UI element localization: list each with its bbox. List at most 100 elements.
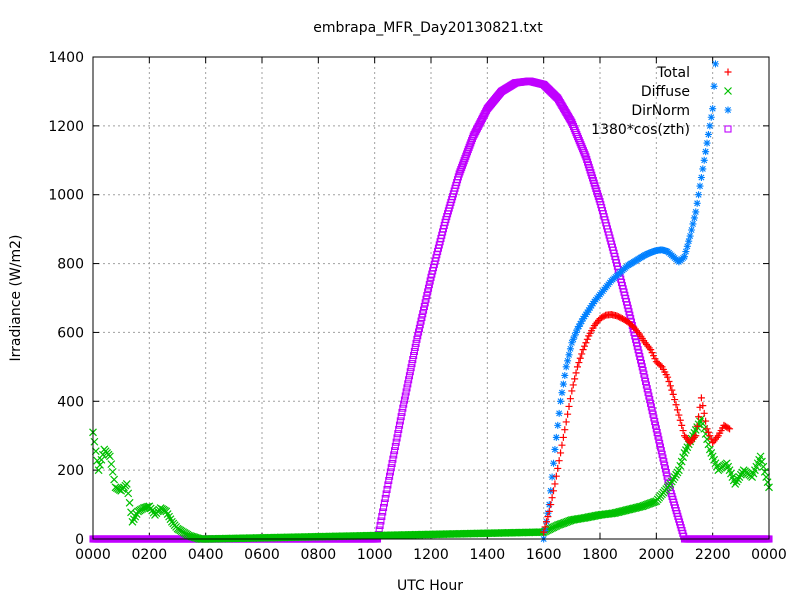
data-point bbox=[686, 232, 694, 240]
data-point bbox=[651, 421, 660, 429]
data-point bbox=[463, 150, 471, 158]
data-point bbox=[97, 455, 106, 464]
data-point bbox=[659, 454, 667, 462]
data-point bbox=[634, 328, 642, 336]
data-point bbox=[395, 421, 404, 429]
data-point bbox=[555, 409, 563, 417]
data-point bbox=[661, 465, 669, 473]
data-point bbox=[397, 413, 405, 421]
data-point bbox=[559, 380, 567, 388]
data-point bbox=[381, 494, 389, 503]
data-point bbox=[575, 359, 583, 367]
data-point bbox=[399, 404, 407, 412]
data-point bbox=[458, 161, 467, 169]
data-point bbox=[710, 82, 718, 90]
data-point bbox=[110, 475, 119, 484]
data-point bbox=[693, 422, 701, 430]
data-point bbox=[639, 366, 647, 375]
data-point bbox=[641, 251, 649, 259]
x-tick-label: 0800 bbox=[301, 547, 337, 563]
data-point bbox=[562, 418, 570, 426]
data-point bbox=[695, 413, 703, 421]
data-point bbox=[709, 105, 717, 113]
data-point bbox=[404, 380, 412, 388]
data-point bbox=[704, 130, 712, 138]
y-tick-label: 400 bbox=[57, 394, 84, 410]
x-tick-label: 2200 bbox=[695, 547, 731, 563]
legend-marker bbox=[724, 125, 732, 133]
data-point bbox=[379, 503, 388, 512]
data-point bbox=[677, 457, 686, 466]
legend-label: Diffuse bbox=[641, 84, 690, 100]
data-point bbox=[643, 385, 651, 393]
data-point bbox=[695, 191, 703, 199]
data-point bbox=[107, 460, 116, 469]
data-point bbox=[673, 468, 682, 477]
data-point bbox=[664, 373, 672, 381]
data-point bbox=[640, 370, 648, 378]
data-point bbox=[697, 174, 705, 181]
data-point bbox=[139, 504, 148, 512]
y-tick-label: 0 bbox=[75, 532, 84, 548]
data-point bbox=[388, 459, 396, 468]
data-point bbox=[122, 479, 131, 488]
data-point bbox=[654, 432, 662, 440]
data-point bbox=[407, 364, 415, 372]
data-point bbox=[647, 403, 655, 411]
data-point bbox=[758, 457, 766, 466]
data-point bbox=[648, 349, 656, 357]
data-point bbox=[387, 464, 395, 472]
data-point bbox=[550, 487, 558, 495]
data-point bbox=[565, 402, 573, 410]
data-point bbox=[386, 468, 394, 476]
data-point bbox=[572, 369, 580, 377]
data-point bbox=[679, 427, 687, 435]
series-dirnorm bbox=[540, 60, 719, 543]
data-point bbox=[690, 214, 698, 222]
data-point bbox=[125, 498, 134, 507]
data-point bbox=[561, 371, 569, 379]
x-tick-label: 2000 bbox=[639, 547, 675, 563]
data-point bbox=[657, 447, 665, 455]
y-axis-title: Irradiance (W/m2) bbox=[8, 235, 24, 362]
data-point bbox=[558, 441, 566, 449]
data-point bbox=[395, 425, 403, 433]
data-point bbox=[642, 381, 650, 389]
data-point bbox=[124, 489, 133, 498]
data-point bbox=[665, 377, 673, 385]
data-point bbox=[689, 220, 697, 228]
data-point bbox=[379, 508, 387, 516]
data-point bbox=[564, 357, 572, 365]
data-point bbox=[419, 306, 428, 314]
data-point bbox=[696, 182, 704, 190]
data-point bbox=[554, 421, 562, 429]
data-point bbox=[425, 281, 433, 289]
series-total bbox=[540, 311, 734, 536]
data-point bbox=[457, 166, 465, 174]
data-point bbox=[415, 324, 423, 332]
data-point bbox=[703, 139, 711, 147]
data-point bbox=[734, 475, 742, 484]
data-point bbox=[759, 462, 768, 471]
data-point bbox=[646, 396, 654, 404]
x-tick-label: 1000 bbox=[357, 547, 393, 563]
data-point bbox=[581, 151, 589, 159]
data-point bbox=[558, 389, 566, 397]
data-point bbox=[760, 467, 769, 476]
data-point bbox=[548, 473, 556, 481]
data-point bbox=[571, 375, 579, 383]
data-point bbox=[692, 208, 700, 216]
plot-frame bbox=[92, 56, 770, 540]
data-point bbox=[713, 433, 721, 441]
data-point bbox=[557, 397, 565, 405]
data-point bbox=[552, 433, 560, 441]
data-point bbox=[658, 450, 666, 458]
data-point bbox=[642, 250, 650, 258]
data-point bbox=[568, 387, 576, 395]
data-point bbox=[418, 313, 426, 321]
data-point bbox=[417, 317, 425, 325]
x-tick-label: 1400 bbox=[470, 547, 506, 563]
data-point bbox=[108, 467, 117, 476]
legend-marker bbox=[724, 87, 732, 95]
